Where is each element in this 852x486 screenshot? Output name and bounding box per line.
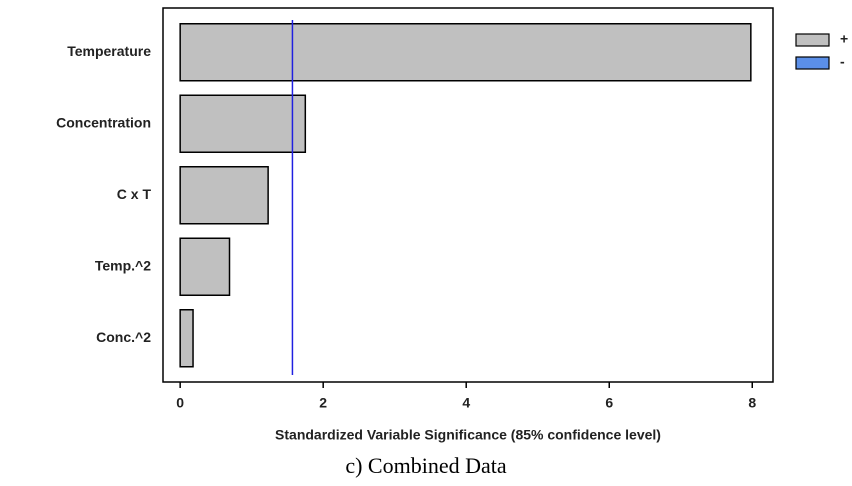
x-axis-label: Standardized Variable Significance (85% … xyxy=(275,427,661,443)
bar xyxy=(179,309,194,368)
x-tick-label: 4 xyxy=(462,395,470,411)
bar xyxy=(179,237,231,296)
bar xyxy=(179,23,752,82)
x-tick-label: 6 xyxy=(605,395,613,411)
y-tick-label: C x T xyxy=(117,186,152,202)
x-tick-label: 8 xyxy=(748,395,756,411)
y-tick-label: Temperature xyxy=(67,43,151,59)
legend-label: - xyxy=(840,54,845,70)
caption: c) Combined Data xyxy=(345,453,507,478)
bar xyxy=(179,94,307,153)
y-tick-label: Concentration xyxy=(56,114,151,130)
x-tick-label: 0 xyxy=(176,395,184,411)
x-tick-label: 2 xyxy=(319,395,327,411)
legend-swatch xyxy=(795,33,830,47)
legend-label: + xyxy=(840,31,848,47)
y-tick-label: Temp.^2 xyxy=(95,257,151,273)
bar xyxy=(179,166,269,225)
legend-swatch xyxy=(795,56,830,70)
y-tick-label: Conc.^2 xyxy=(96,329,151,345)
plot-frame xyxy=(162,7,774,383)
